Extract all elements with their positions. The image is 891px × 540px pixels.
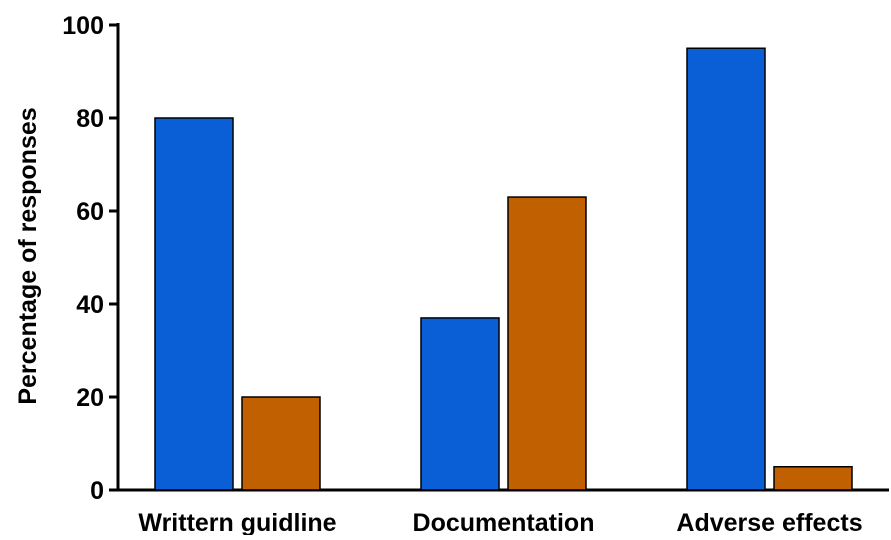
bar (686, 47, 766, 491)
y-tick-label: 40 (76, 291, 104, 319)
x-category-label: Adverse effects (676, 509, 862, 535)
bar (241, 396, 321, 491)
y-axis-label: Percentage of responses (14, 107, 42, 404)
y-tick-label: 20 (76, 384, 104, 412)
bar (773, 466, 853, 491)
bar (154, 117, 234, 491)
bar (420, 317, 500, 491)
y-tick-label: 60 (76, 198, 104, 226)
bars (154, 47, 853, 491)
x-category-label: Documentation (413, 509, 595, 535)
y-tick-label: 0 (90, 477, 104, 505)
y-tick-label: 80 (76, 105, 104, 133)
y-tick-label: 100 (62, 12, 104, 40)
x-category-label: Writtern guidline (138, 509, 336, 535)
labels: 0 20 40 60 80 100 Writtern guidline Documentati… (62, 12, 862, 537)
bar (507, 196, 587, 491)
